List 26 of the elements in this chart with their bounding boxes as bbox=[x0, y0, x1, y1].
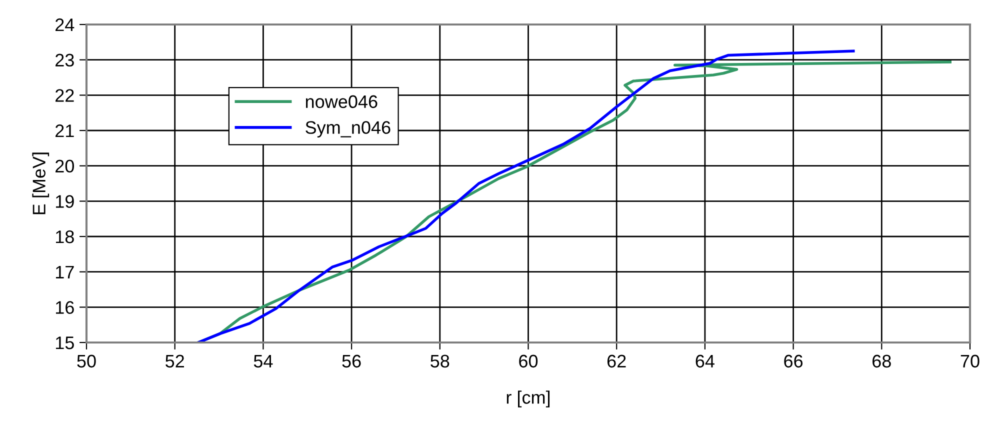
x-tick-label: 70 bbox=[960, 354, 980, 368]
y-tick-label: 20 bbox=[56, 160, 74, 173]
x-tick-label: 68 bbox=[872, 354, 891, 368]
legend-label: Sym_n046 bbox=[306, 121, 390, 138]
y-tick-label: 18 bbox=[56, 230, 74, 244]
x-tick-label: 62 bbox=[607, 354, 626, 368]
line-series bbox=[196, 50, 855, 342]
y-tick-label: 19 bbox=[56, 195, 74, 208]
x-tick-label: 64 bbox=[696, 354, 714, 368]
x-axis-title: r [cm] bbox=[506, 390, 550, 408]
x-tick-label: 54 bbox=[254, 354, 273, 368]
y-tick-label: 15 bbox=[56, 336, 74, 350]
y-tick-label: 22 bbox=[56, 89, 74, 102]
x-tick-label: 50 bbox=[77, 354, 96, 368]
y-tick-label: 24 bbox=[56, 18, 74, 32]
legend-label: nowe046 bbox=[306, 95, 378, 108]
y-tick-label: 16 bbox=[56, 301, 74, 314]
x-tick-label: 66 bbox=[784, 354, 803, 368]
x-tick-label: 56 bbox=[342, 354, 361, 368]
x-tick-label: 58 bbox=[430, 354, 450, 368]
y-tick-label: 17 bbox=[56, 266, 74, 278]
x-tick-label: 52 bbox=[166, 354, 184, 368]
y-axis-title: E [MeV] bbox=[32, 152, 50, 214]
y-tick-label: 21 bbox=[56, 124, 74, 138]
x-tick-label: 60 bbox=[519, 354, 538, 368]
y-tick-label: 23 bbox=[56, 54, 74, 67]
